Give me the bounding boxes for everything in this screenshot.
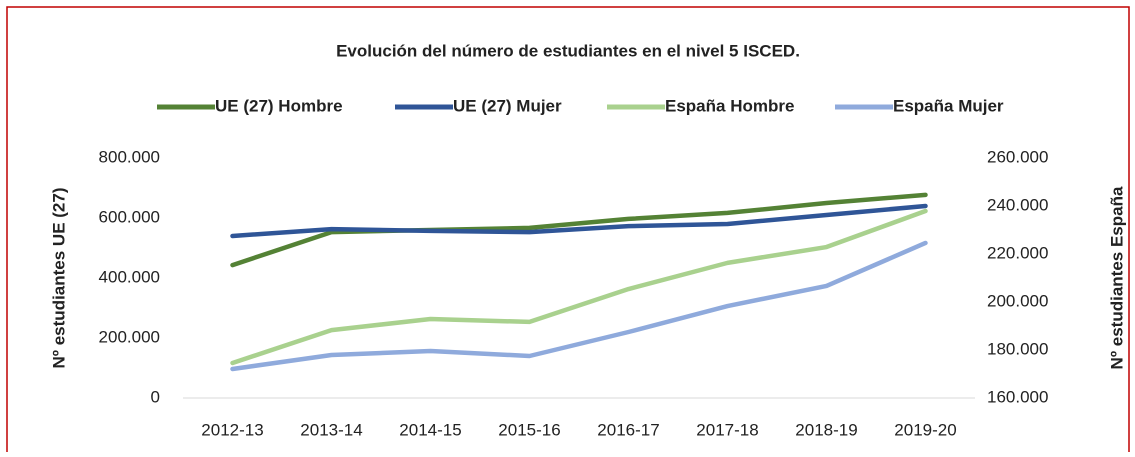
y2-axis-title: Nº estudiantes España bbox=[1107, 186, 1126, 369]
series-line bbox=[230, 240, 928, 372]
y-tick-label: 400.000 bbox=[99, 267, 160, 286]
x-tick-label: 2013-14 bbox=[300, 420, 362, 439]
y2-tick-label: 180.000 bbox=[987, 339, 1048, 358]
y2-tick-label: 200.000 bbox=[987, 291, 1048, 310]
x-tick-label: 2017-18 bbox=[696, 420, 758, 439]
legend-label: España Hombre bbox=[665, 96, 794, 115]
y-tick-label: 0 bbox=[151, 387, 160, 406]
x-tick-label: 2019-20 bbox=[894, 420, 956, 439]
series-line bbox=[230, 192, 928, 268]
x-tick-label: 2014-15 bbox=[399, 420, 461, 439]
y2-tick-label: 220.000 bbox=[987, 243, 1048, 262]
x-tick-label: 2012-13 bbox=[201, 420, 263, 439]
y-tick-label: 600.000 bbox=[99, 207, 160, 226]
y-axis-title: Nº estudiantes UE (27) bbox=[49, 188, 68, 369]
legend-label: España Mujer bbox=[893, 96, 1004, 115]
y2-tick-label: 260.000 bbox=[987, 147, 1048, 166]
y-tick-label: 200.000 bbox=[99, 327, 160, 346]
series-line bbox=[230, 208, 928, 366]
x-tick-label: 2016-17 bbox=[597, 420, 659, 439]
legend-label: UE (27) Mujer bbox=[453, 96, 562, 115]
chart-title: Evolución del número de estudiantes en e… bbox=[336, 41, 800, 60]
x-tick-label: 2015-16 bbox=[498, 420, 560, 439]
y2-tick-label: 160.000 bbox=[987, 387, 1048, 406]
legend-label: UE (27) Hombre bbox=[215, 96, 343, 115]
x-tick-label: 2018-19 bbox=[795, 420, 857, 439]
y-tick-label: 800.000 bbox=[99, 147, 160, 166]
y2-tick-label: 240.000 bbox=[987, 195, 1048, 214]
series-line bbox=[230, 203, 928, 239]
